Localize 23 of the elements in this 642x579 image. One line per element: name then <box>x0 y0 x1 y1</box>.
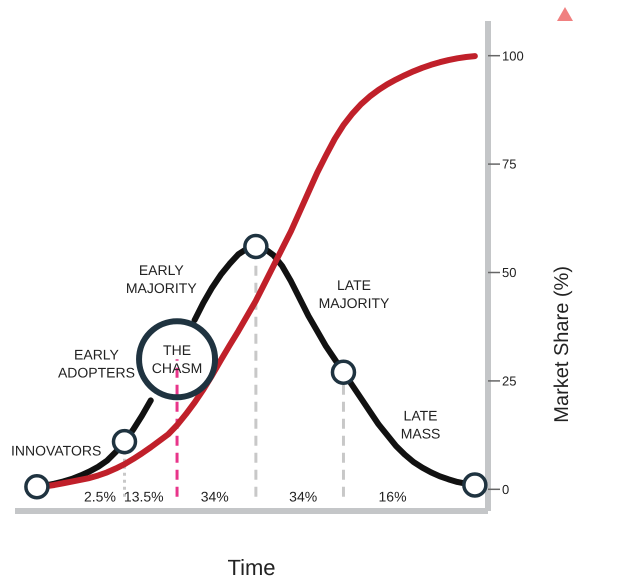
y-tick-label: 0 <box>502 482 510 497</box>
annotation: INNOVATORS <box>11 442 102 458</box>
x-axis-title: Time <box>227 555 276 579</box>
annotation: EARLY MAJORITY <box>126 262 198 296</box>
y-axis-title: Market Share (%) <box>551 266 574 423</box>
point <box>112 428 138 454</box>
annotation: 34% <box>200 488 229 505</box>
y-tick-label: 75 <box>502 156 516 172</box>
annotation: 13.5% <box>124 488 164 505</box>
annotation: 2.5% <box>84 488 116 505</box>
y-tick-label: 25 <box>502 374 516 389</box>
point <box>330 359 356 385</box>
y-tick-label: 100 <box>502 48 524 64</box>
annotation: 16% <box>378 488 407 505</box>
annotation: 34% <box>289 488 318 505</box>
point <box>243 234 269 260</box>
y-tick-label: 50 <box>502 265 516 280</box>
annotation: LATE MASS <box>400 407 440 442</box>
annotation: EARLY ADOPTERS <box>58 346 135 381</box>
point <box>462 472 488 498</box>
annotation: THE CHASM <box>152 342 202 376</box>
annotation: LATE MAJORITY <box>318 277 390 312</box>
point <box>24 474 50 500</box>
